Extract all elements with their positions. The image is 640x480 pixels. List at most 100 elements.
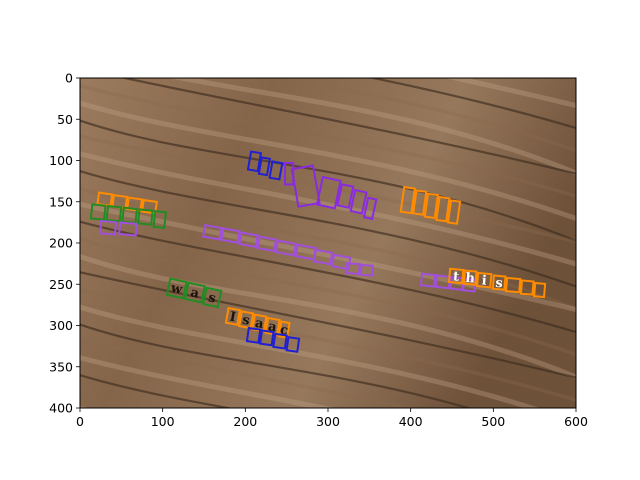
char-bounding-box bbox=[274, 239, 297, 257]
box-group bbox=[284, 161, 378, 221]
char-bounding-box bbox=[423, 192, 439, 220]
rock-stratum bbox=[70, 423, 586, 480]
rock-stratum bbox=[80, 271, 576, 379]
char-bounding-box bbox=[202, 286, 223, 309]
box-group bbox=[89, 203, 168, 229]
rock-stratum bbox=[80, 390, 142, 408]
char-bounding-box bbox=[220, 227, 241, 244]
y-tick-label: 50 bbox=[57, 112, 73, 127]
box-group bbox=[201, 223, 375, 277]
char-bounding-box bbox=[268, 160, 284, 181]
char-bounding-box bbox=[315, 175, 342, 210]
char-bounding-box bbox=[491, 274, 507, 291]
char-bounding-box bbox=[462, 269, 478, 286]
char-bounding-box bbox=[152, 210, 168, 229]
char-bounding-box bbox=[344, 262, 361, 276]
y-tick-label: 150 bbox=[49, 194, 73, 209]
rock-stratum bbox=[80, 119, 576, 243]
image-letter: s bbox=[241, 313, 251, 329]
char-bounding-box bbox=[183, 281, 206, 304]
rock-stratum bbox=[273, 78, 576, 153]
char-bounding-box bbox=[238, 231, 259, 248]
char-bounding-box bbox=[399, 185, 416, 215]
x-tick-label: 600 bbox=[564, 414, 588, 429]
detection-boxes: t h i sw a sI s a a c bbox=[89, 150, 547, 353]
char-bounding-box bbox=[349, 188, 368, 215]
y-tick-label: 400 bbox=[49, 401, 73, 416]
char-bounding-box bbox=[312, 248, 334, 266]
char-bounding-box bbox=[272, 332, 288, 350]
char-bounding-box bbox=[290, 164, 321, 208]
char-bounding-box bbox=[362, 196, 378, 221]
char-bounding-box bbox=[224, 306, 242, 326]
rock-stratum bbox=[443, 78, 576, 109]
rock-stratum bbox=[80, 373, 234, 408]
char-bounding-box bbox=[475, 271, 493, 289]
rock-stratum bbox=[80, 100, 576, 222]
char-bounding-box bbox=[419, 272, 437, 288]
image-letter: a bbox=[267, 319, 278, 335]
image-letter: t bbox=[452, 269, 459, 284]
box-group bbox=[246, 150, 284, 181]
char-bounding-box bbox=[257, 156, 272, 177]
box-group bbox=[245, 326, 301, 353]
rock-stratum bbox=[168, 78, 576, 176]
y-tick-label: 200 bbox=[49, 236, 73, 251]
char-bounding-box bbox=[99, 219, 118, 236]
char-bounding-box bbox=[447, 267, 465, 285]
rock-stratum bbox=[80, 83, 576, 198]
char-bounding-box bbox=[245, 326, 262, 344]
char-bounding-box bbox=[118, 221, 138, 237]
char-bounding-box bbox=[446, 199, 462, 225]
x-tick-label: 300 bbox=[316, 414, 340, 429]
image-letter: I bbox=[228, 309, 237, 325]
y-axis: 0 50 100 150 200 250 300 350 400 bbox=[49, 71, 80, 416]
x-axis: 0 100 200 300 400 500 600 bbox=[76, 408, 588, 429]
box-group bbox=[99, 219, 138, 237]
image-letter: a bbox=[189, 285, 201, 302]
image-letter: a bbox=[254, 316, 265, 332]
rock-stratum bbox=[80, 169, 576, 288]
image-letter: c bbox=[279, 323, 289, 339]
rock-stratum bbox=[80, 253, 576, 380]
x-tick-label: 400 bbox=[399, 414, 423, 429]
char-bounding-box bbox=[246, 150, 263, 173]
char-bounding-box bbox=[165, 277, 188, 300]
y-tick-label: 300 bbox=[49, 318, 73, 333]
rock-stratum bbox=[80, 304, 541, 408]
rock-stratum bbox=[80, 151, 576, 267]
char-bounding-box bbox=[504, 276, 522, 294]
char-bounding-box bbox=[140, 198, 158, 215]
y-tick-label: 0 bbox=[65, 71, 73, 86]
char-bounding-box bbox=[105, 204, 123, 223]
image-letter: s bbox=[495, 276, 504, 292]
char-bounding-box bbox=[264, 316, 281, 336]
rock-stratum bbox=[80, 134, 576, 244]
rock-stratum bbox=[80, 338, 418, 408]
char-bounding-box bbox=[285, 336, 301, 353]
x-tick-label: 200 bbox=[233, 414, 257, 429]
rock-stratum bbox=[368, 78, 576, 130]
char-bounding-box bbox=[126, 196, 144, 212]
rock-stratum bbox=[80, 237, 576, 357]
char-bounding-box bbox=[277, 320, 291, 339]
rock-stratum bbox=[80, 201, 576, 313]
char-bounding-box bbox=[336, 183, 355, 209]
image-letter: i bbox=[481, 273, 487, 288]
y-tick-label: 250 bbox=[49, 277, 73, 292]
box-group bbox=[96, 191, 158, 215]
x-tick-label: 100 bbox=[151, 414, 175, 429]
y-tick-label: 100 bbox=[49, 153, 73, 168]
y-tick-label: 350 bbox=[49, 359, 73, 374]
char-bounding-box bbox=[533, 281, 547, 299]
x-tick-label: 500 bbox=[481, 414, 505, 429]
rock-stratum bbox=[80, 323, 473, 408]
box-group bbox=[399, 185, 462, 225]
char-bounding-box bbox=[435, 195, 451, 223]
char-bounding-box bbox=[201, 223, 223, 241]
char-bounding-box bbox=[136, 208, 154, 226]
char-bounding-box bbox=[89, 203, 107, 221]
